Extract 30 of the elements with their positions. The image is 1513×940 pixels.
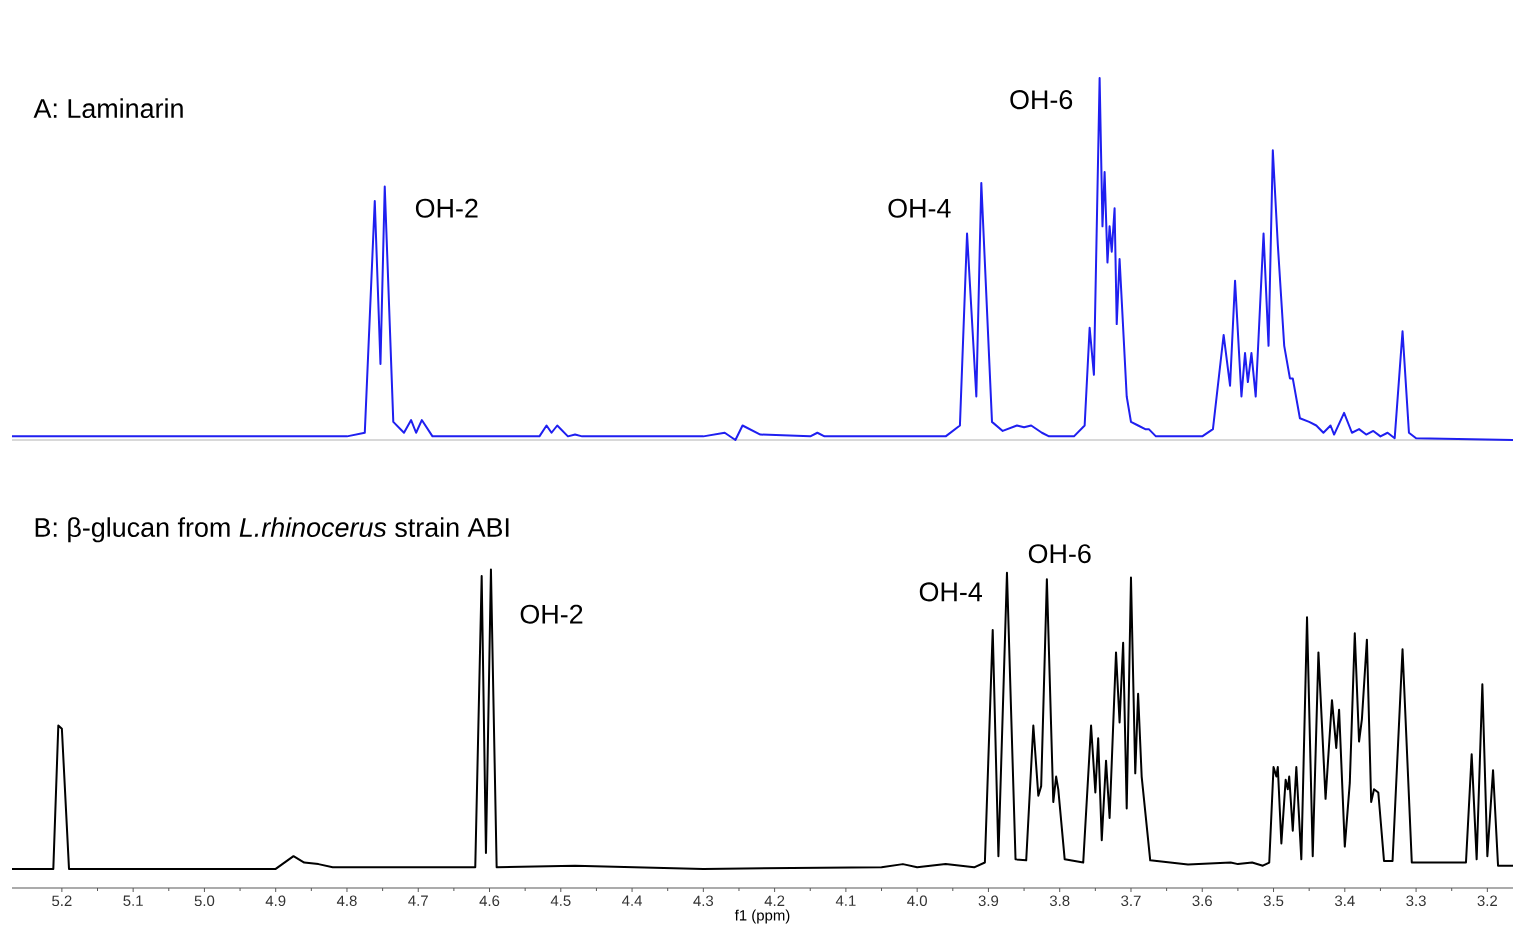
x-tick-label: 3.2 (1477, 895, 1497, 907)
x-tick-label: 4.1 (835, 895, 856, 906)
x-tick-label: 4.9 (265, 895, 286, 907)
x-tick-label: 3.8 (1049, 895, 1070, 907)
text: OH-6 (1028, 544, 1091, 564)
x-tick-label: 4.2 (764, 895, 785, 906)
text: A: Laminarin (33, 98, 183, 119)
x-tick-label: 3.7 (1121, 895, 1141, 907)
x-tick-label: 3.6 (1192, 895, 1212, 907)
x-tick-label: 3.9 (978, 895, 999, 907)
x-tick-label: 4.4 (622, 895, 643, 906)
chart-title: B: β-glucan from L.rhinocerus strain ABI (35, 517, 509, 543)
x-tick-label: 3.4 (1334, 895, 1355, 907)
x-tick-label: 5.1 (123, 895, 143, 906)
x-tick-label: 3.3 (1406, 895, 1426, 907)
x-tick-label: 4.7 (408, 895, 428, 906)
annotation: OH-4 (888, 198, 951, 218)
annotation: OH-6 (1010, 90, 1073, 110)
x-tick-label: 3.5 (1263, 895, 1284, 907)
x-tick-label: 4.0 (907, 895, 927, 907)
x-tick-label: 4.3 (693, 895, 714, 907)
x-tick-label: 4.6 (479, 895, 500, 907)
annotation: OH-2 (520, 604, 583, 624)
x-tick-label: 5.2 (52, 895, 72, 907)
x-axis-title: f1 (ppm) (734, 909, 790, 924)
x-tick-label: 5.0 (194, 895, 215, 907)
x-tick-label: 4.5 (550, 895, 571, 906)
annotation: OH-2 (415, 198, 478, 218)
x-tick-label: 4.8 (336, 895, 357, 907)
annotation: OH-4 (919, 582, 982, 602)
